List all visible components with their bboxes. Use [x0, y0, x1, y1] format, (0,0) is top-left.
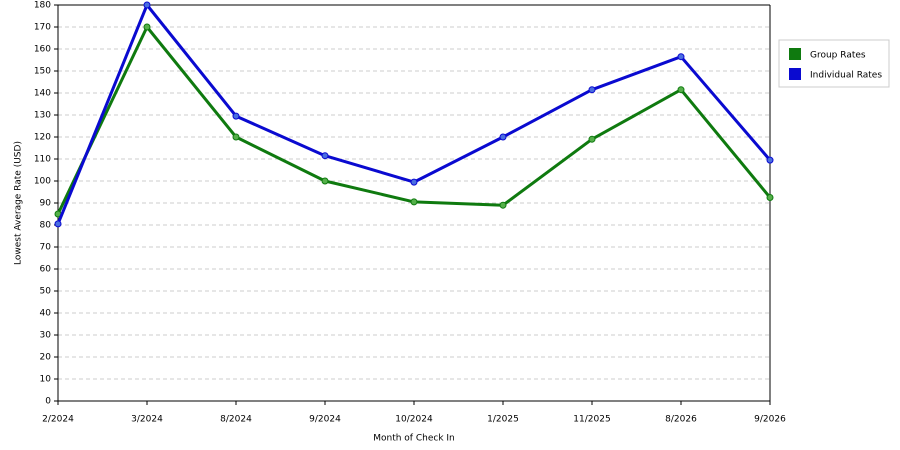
y-tick-label: 30	[40, 331, 52, 341]
point	[54, 220, 62, 228]
y-tick-label: 60	[40, 265, 52, 275]
legend-label: Individual Rates	[810, 71, 882, 81]
point	[677, 86, 685, 94]
x-axis-label: Month of Check In	[373, 434, 455, 444]
y-tick-label: 150	[34, 67, 51, 77]
y-tick-label: 110	[34, 155, 51, 165]
point	[588, 135, 596, 143]
point	[410, 178, 418, 186]
y-tick-label: 160	[34, 45, 51, 55]
x-tick-label: 8/2024	[220, 415, 252, 425]
y-tick-label: 120	[34, 133, 51, 143]
point	[766, 194, 774, 201]
y-tick-label: 180	[34, 1, 51, 11]
point	[321, 152, 329, 160]
x-tick-label: 9/2024	[309, 415, 341, 425]
y-tick-label: 90	[40, 199, 52, 209]
point	[232, 112, 240, 120]
x-tick-label: 11/2025	[573, 415, 610, 425]
y-tick-label: 170	[34, 23, 51, 33]
point	[321, 177, 329, 185]
x-tick-label: 2/2024	[42, 415, 74, 425]
point	[232, 133, 240, 141]
x-tick-label: 9/2026	[754, 415, 786, 425]
y-tick-label: 20	[40, 353, 52, 363]
x-tick-label: 3/2024	[131, 415, 163, 425]
legend-swatch	[789, 48, 801, 60]
legend-swatch	[789, 68, 801, 80]
x-tick-label: 10/2024	[395, 415, 433, 425]
point	[410, 198, 418, 206]
y-tick-label: 50	[40, 287, 52, 297]
x-tick-label: 1/2025	[487, 415, 519, 425]
y-tick-label: 70	[40, 243, 52, 253]
point	[588, 86, 596, 94]
point	[499, 133, 507, 141]
point	[143, 23, 151, 31]
y-tick-label: 10	[40, 375, 52, 385]
y-tick-label: 0	[45, 397, 51, 407]
y-tick-label: 40	[40, 309, 52, 319]
y-tick-label: 80	[40, 221, 52, 231]
y-tick-label: 130	[34, 111, 51, 121]
point	[499, 201, 507, 209]
point	[677, 53, 685, 61]
point	[143, 1, 151, 9]
legend-label: Group Rates	[810, 51, 866, 61]
y-axis-label: Lowest Average Rate (USD)	[14, 141, 24, 265]
x-tick-label: 8/2026	[665, 415, 697, 425]
y-tick-label: 100	[34, 177, 51, 187]
point	[766, 156, 774, 164]
y-tick-label: 140	[34, 89, 51, 99]
